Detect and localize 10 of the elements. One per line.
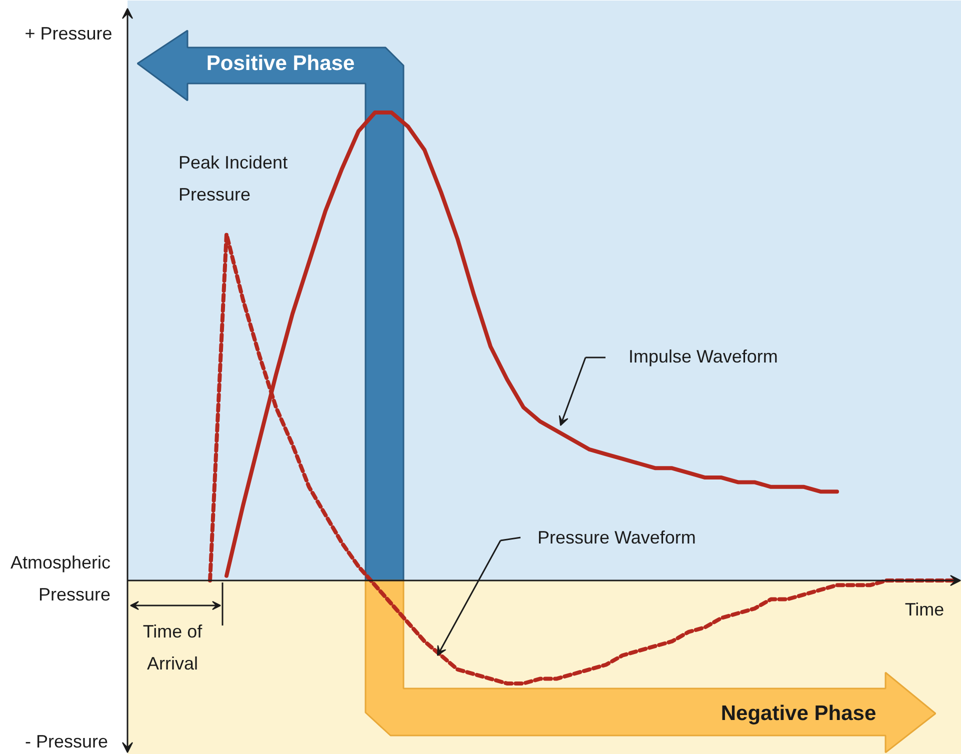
annotation: Time of Arrival bbox=[142, 622, 204, 674]
text: + Pressure bbox=[24, 24, 112, 44]
text: - Pressure bbox=[24, 732, 108, 752]
text: Negative Phase bbox=[720, 702, 876, 725]
text: Atmospheric Pressure bbox=[10, 552, 111, 604]
annotation: Peak Incident Pressure bbox=[178, 152, 288, 204]
annotation: Pressure Waveform bbox=[538, 528, 696, 548]
x-axis-title: Time bbox=[904, 600, 944, 620]
text: Positive Phase bbox=[206, 52, 355, 75]
annotation: Impulse Waveform bbox=[628, 346, 778, 366]
